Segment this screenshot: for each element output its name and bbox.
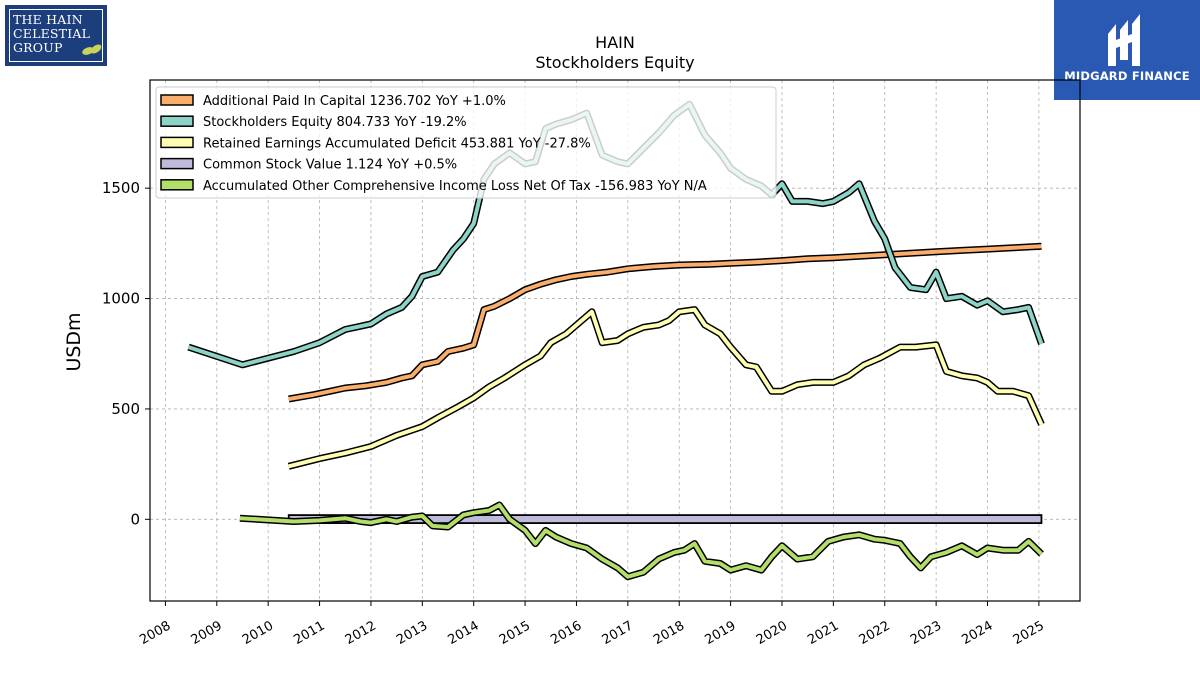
x-tick-label: 2017	[600, 618, 636, 648]
x-tick-label: 2020	[754, 618, 790, 648]
logo-line-1: THE HAIN	[13, 12, 83, 27]
y-tick-label: 500	[111, 400, 140, 418]
x-tick-label: 2012	[343, 618, 379, 648]
legend-label: Accumulated Other Comprehensive Income L…	[203, 179, 707, 194]
y-tick-label: 0	[130, 510, 140, 528]
x-tick-label: 2015	[497, 618, 533, 648]
x-tick-label: 2010	[240, 618, 276, 648]
legend-swatch	[160, 94, 194, 106]
leaf-icon	[82, 44, 102, 55]
legend-swatch	[160, 157, 194, 170]
x-tick-label: 2013	[394, 618, 430, 648]
y-axis-ticks: 0 500 1000 1500	[102, 179, 150, 528]
y-axis-label: USDm	[63, 312, 85, 371]
series-outline	[287, 306, 1045, 470]
x-tick-label: 2009	[189, 618, 225, 648]
series-line	[239, 503, 1043, 579]
hain-celestial-logo: THE HAIN CELESTIAL GROUP	[5, 5, 107, 66]
x-tick-label: 2011	[291, 618, 327, 648]
legend-swatch	[160, 115, 194, 127]
series-line	[288, 307, 1044, 469]
series-retained-earnings-accumulated-deficit	[287, 306, 1045, 470]
x-tick-label: 2022	[857, 618, 893, 648]
x-axis-ticks: 2008 2009 2010 2011 2012 2013 2014 2015 2016 2017…	[137, 601, 1047, 648]
chart-title: HAIN	[595, 33, 635, 52]
x-tick-label: 2008	[137, 618, 173, 648]
legend-label: Common Stock Value 1.124 YoY +0.5%	[203, 158, 457, 173]
legend-label: Retained Earnings Accumulated Deficit 45…	[203, 136, 591, 151]
legend-label: Stockholders Equity 804.733 YoY -19.2%	[203, 115, 467, 130]
series-accumulated-other-comprehensive-income-loss-net-of-tax	[239, 501, 1044, 581]
x-tick-label: 2019	[702, 618, 738, 648]
legend-box	[155, 86, 777, 199]
logo-line-2: CELESTIAL	[13, 26, 91, 41]
legend-swatch	[160, 136, 194, 149]
x-tick-label: 2014	[446, 618, 482, 648]
midgard-finance-logo: MIDGARD FINANCE	[1054, 0, 1200, 100]
x-tick-label: 2025	[1011, 618, 1047, 648]
x-tick-label: 2016	[548, 618, 584, 648]
x-tick-label: 2021	[805, 618, 841, 648]
legend-swatch	[160, 179, 194, 191]
legend-label: Additional Paid In Capital 1236.702 YoY …	[203, 94, 506, 109]
y-tick-label: 1500	[102, 179, 140, 197]
series-additional-paid-in-capital	[288, 242, 1042, 403]
midgard-brand-text: MIDGARD FINANCE	[1064, 69, 1190, 83]
x-tick-label: 2024	[959, 618, 995, 648]
legend: Additional Paid In Capital 1236.702 YoY …	[155, 86, 777, 199]
plot-frame	[149, 79, 1081, 602]
x-tick-label: 2023	[908, 618, 944, 648]
logo-frame	[9, 9, 103, 62]
midgard-mark-icon	[1108, 14, 1140, 66]
y-tick-label: 1000	[102, 290, 140, 308]
logo-line-3: GROUP	[13, 40, 63, 55]
x-tick-label: 2018	[651, 618, 687, 648]
series-line	[288, 244, 1042, 401]
chart-subtitle: Stockholders Equity	[535, 53, 694, 72]
